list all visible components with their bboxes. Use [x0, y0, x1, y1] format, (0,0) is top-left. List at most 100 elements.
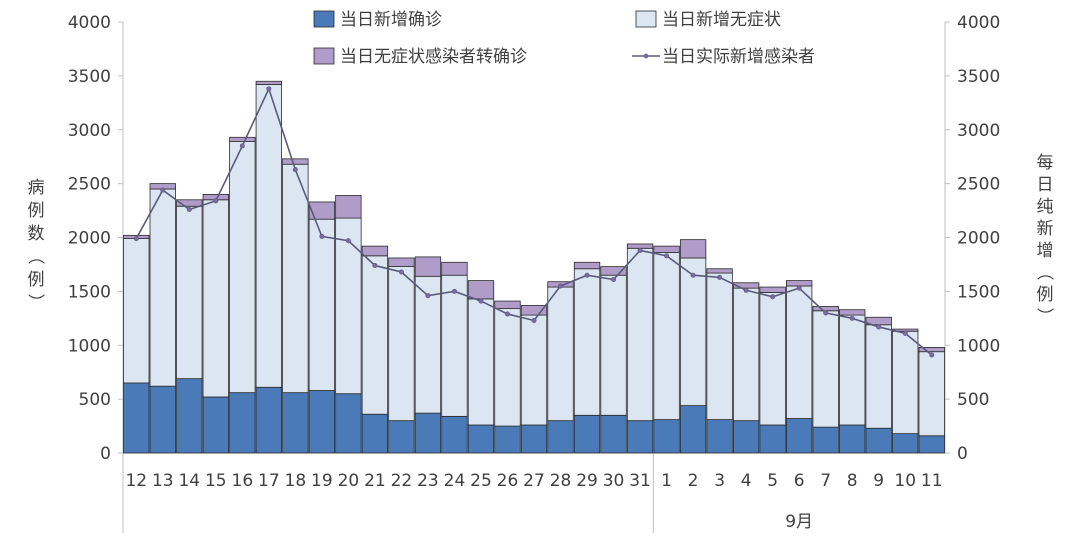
bar-segment: [494, 308, 521, 427]
axis-label-char: 新: [1037, 219, 1054, 239]
legend-label: 当日实际新增感染者: [662, 47, 815, 67]
legend-swatch: [313, 47, 335, 65]
x-tick-label: 30: [603, 471, 625, 491]
line-point: [531, 317, 537, 323]
bar-segment: [441, 415, 468, 454]
y-tick-label-left: 2500: [68, 175, 111, 195]
line-point: [876, 324, 882, 330]
line-point: [478, 298, 484, 304]
y-axis-label-left: 病例数（例）: [25, 178, 45, 311]
bar-segment: [414, 412, 442, 454]
legend-label: 当日无症状感染者转确诊: [340, 47, 527, 67]
bar-segment: [892, 433, 919, 454]
x-tick-label: 4: [741, 471, 752, 491]
x-tick-label: 8: [847, 471, 858, 491]
bar-segment: [653, 419, 680, 454]
x-tick-label: 29: [576, 471, 598, 491]
line-point: [611, 277, 617, 283]
bar-segment: [255, 80, 282, 85]
bar-segment: [573, 268, 601, 416]
x-tick-label: 19: [311, 471, 333, 491]
line-point: [558, 283, 564, 289]
bar-segment: [600, 266, 627, 276]
axis-label-char: （: [1034, 264, 1054, 281]
line-point: [425, 293, 431, 299]
bar-segment: [282, 392, 309, 454]
x-tick-label: 2: [688, 471, 699, 491]
bar-segment: [706, 268, 733, 274]
x-tick-label: 6: [794, 471, 805, 491]
bar-segment: [441, 261, 468, 276]
bar-segment: [388, 266, 415, 422]
axis-label-char: 日: [1037, 175, 1054, 195]
bar-segment: [573, 414, 601, 454]
bar-segment: [706, 419, 733, 454]
bar-segment: [308, 390, 336, 454]
line-point: [770, 294, 776, 300]
axis-label-char: 数: [28, 224, 45, 244]
bar-segment: [202, 199, 229, 398]
bar-segment: [653, 245, 680, 253]
y-tick-label-right: 3000: [957, 121, 1000, 141]
bar-segment: [706, 272, 733, 420]
ticks-layer: 0 0 500 500 1000 1000 1500 1500 2000 2000 2500 2500…: [68, 13, 1001, 532]
bar-segment: [361, 255, 389, 415]
bar-segment: [361, 413, 389, 454]
x-tick-label: 31: [629, 471, 651, 491]
x-tick-label: 17: [258, 471, 280, 491]
line-point: [823, 310, 829, 316]
x-tick-label: 3: [714, 471, 725, 491]
x-tick-label: 1: [661, 471, 672, 491]
bar-segment: [759, 292, 786, 426]
line-point: [849, 315, 855, 321]
bar-segment: [520, 304, 548, 316]
bar-segment: [626, 247, 654, 422]
bar-segment: [123, 238, 150, 384]
legend-line-marker: [643, 53, 649, 59]
bar-segment: [335, 393, 362, 454]
bar-segment: [732, 420, 760, 454]
axis-label-char: 例: [1037, 285, 1054, 305]
bar-segment: [123, 382, 150, 454]
x-tick-label: 16: [232, 471, 254, 491]
x-tick-label: 20: [338, 471, 360, 491]
y-tick-label-left: 500: [79, 390, 111, 410]
bar-segment: [679, 405, 707, 454]
y-tick-label-right: 1000: [957, 336, 1000, 356]
bar-segment: [255, 386, 282, 454]
y-tick-label-right: 2000: [957, 229, 1000, 249]
line-point: [213, 198, 219, 204]
line-point: [584, 272, 590, 278]
bar-segment: [573, 261, 601, 270]
line-point: [292, 167, 298, 173]
bar-segment: [335, 195, 362, 219]
y-tick-label-left: 1000: [68, 336, 111, 356]
line-point: [664, 253, 670, 259]
y-tick-label-left: 1500: [68, 282, 111, 302]
axis-label-char: 增: [1037, 241, 1054, 261]
x-tick-label: 28: [550, 471, 572, 491]
bar-segment: [229, 136, 256, 143]
bar-segment: [918, 351, 945, 437]
line-point: [637, 247, 643, 253]
line-point: [160, 187, 166, 193]
bar-segment: [414, 256, 442, 277]
y-tick-label-left: 3500: [68, 67, 111, 87]
x-tick-label: 5: [767, 471, 778, 491]
y-tick-label-right: 4000: [957, 13, 1000, 33]
bar-segment: [282, 158, 309, 165]
bar-segment: [176, 199, 203, 207]
bar-segment: [839, 314, 866, 426]
bar-segment: [388, 420, 415, 454]
line-point: [690, 272, 696, 278]
line-point: [133, 236, 139, 242]
legend-swatch: [635, 10, 657, 28]
y-tick-label-left: 2000: [68, 229, 111, 249]
x-tick-label: 26: [497, 471, 519, 491]
bar-segment: [600, 414, 627, 454]
line-point: [451, 288, 457, 294]
x-tick-label: 15: [205, 471, 227, 491]
